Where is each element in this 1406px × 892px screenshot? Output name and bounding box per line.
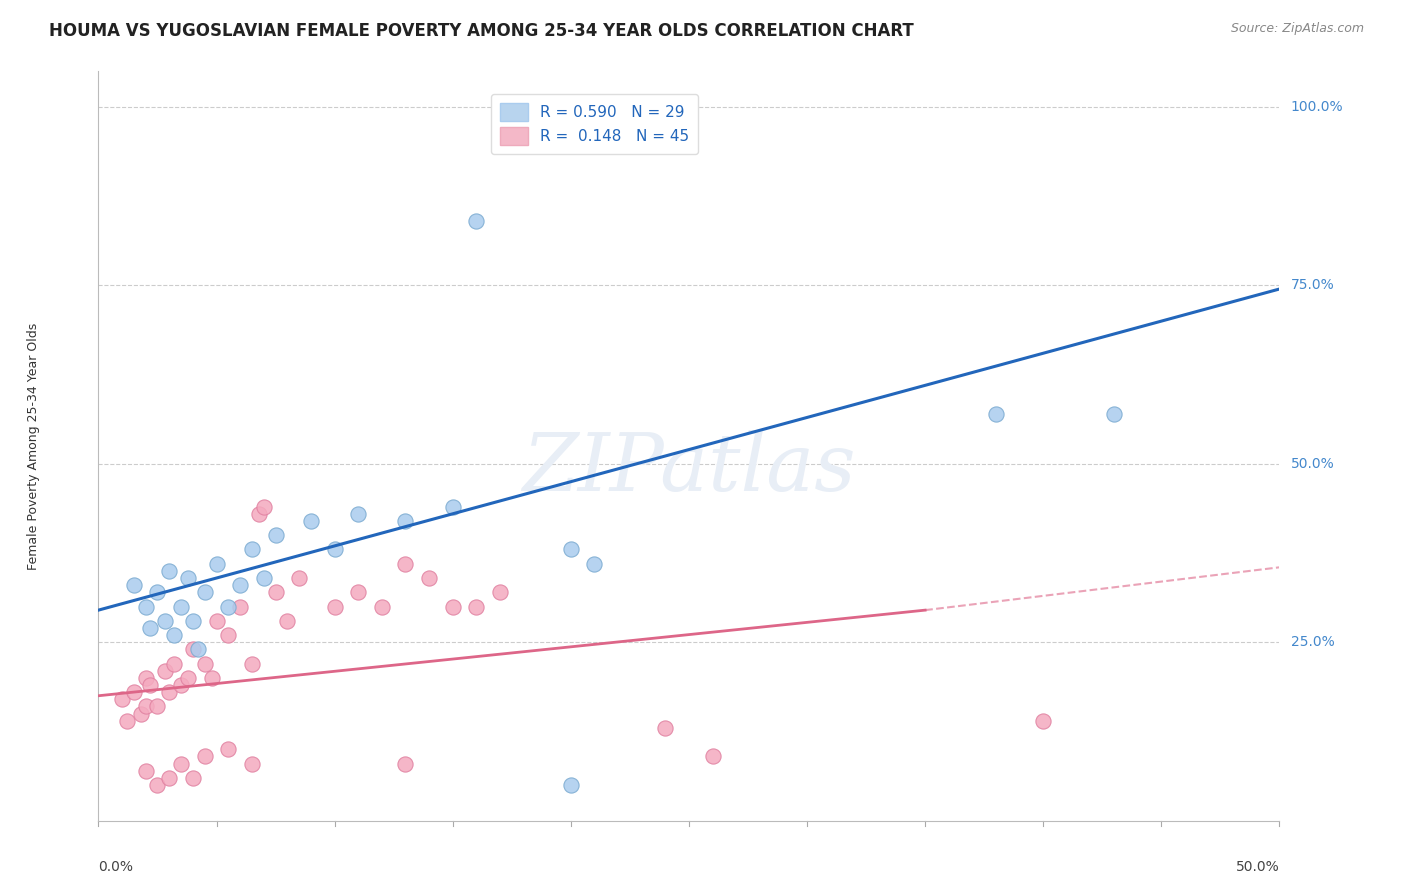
Point bbox=[153, 664, 176, 678]
Point bbox=[253, 571, 276, 585]
Point bbox=[139, 621, 162, 635]
Point bbox=[702, 749, 724, 764]
Text: HOUMA VS YUGOSLAVIAN FEMALE POVERTY AMONG 25-34 YEAR OLDS CORRELATION CHART: HOUMA VS YUGOSLAVIAN FEMALE POVERTY AMON… bbox=[49, 22, 914, 40]
Point bbox=[347, 507, 370, 521]
Point bbox=[194, 585, 217, 599]
Point bbox=[1102, 407, 1125, 421]
Text: 25.0%: 25.0% bbox=[1291, 635, 1334, 649]
Point bbox=[115, 714, 138, 728]
Point bbox=[347, 585, 370, 599]
Text: 50.0%: 50.0% bbox=[1291, 457, 1334, 471]
Point bbox=[187, 642, 209, 657]
Point bbox=[394, 756, 416, 771]
Point bbox=[129, 706, 152, 721]
Point bbox=[323, 599, 346, 614]
Text: 0.0%: 0.0% bbox=[98, 860, 134, 874]
Point bbox=[170, 599, 193, 614]
Point bbox=[122, 685, 145, 699]
Point bbox=[240, 657, 263, 671]
Point bbox=[229, 599, 252, 614]
Point bbox=[441, 599, 464, 614]
Point bbox=[157, 685, 180, 699]
Point bbox=[217, 628, 239, 642]
Point bbox=[371, 599, 394, 614]
Point bbox=[276, 614, 298, 628]
Point bbox=[264, 528, 287, 542]
Point bbox=[205, 557, 228, 571]
Point bbox=[465, 599, 488, 614]
Point bbox=[170, 756, 193, 771]
Legend: R = 0.590   N = 29, R =  0.148   N = 45: R = 0.590 N = 29, R = 0.148 N = 45 bbox=[491, 94, 697, 153]
Point bbox=[111, 692, 134, 706]
Point bbox=[253, 500, 276, 514]
Point bbox=[394, 557, 416, 571]
Point bbox=[583, 557, 606, 571]
Point bbox=[139, 678, 162, 692]
Point bbox=[146, 699, 169, 714]
Point bbox=[240, 756, 263, 771]
Point bbox=[560, 542, 582, 557]
Point bbox=[560, 778, 582, 792]
Point bbox=[163, 628, 186, 642]
Point bbox=[194, 749, 217, 764]
Point bbox=[146, 585, 169, 599]
Point bbox=[135, 599, 157, 614]
Point bbox=[201, 671, 224, 685]
Point bbox=[299, 514, 322, 528]
Point bbox=[177, 571, 200, 585]
Point bbox=[489, 585, 512, 599]
Point bbox=[288, 571, 311, 585]
Point bbox=[177, 671, 200, 685]
Point bbox=[181, 614, 204, 628]
Point bbox=[122, 578, 145, 592]
Point bbox=[418, 571, 440, 585]
Point bbox=[1032, 714, 1054, 728]
Point bbox=[181, 642, 204, 657]
Point bbox=[654, 721, 676, 735]
Point bbox=[247, 507, 270, 521]
Point bbox=[170, 678, 193, 692]
Point bbox=[194, 657, 217, 671]
Point bbox=[157, 564, 180, 578]
Point bbox=[205, 614, 228, 628]
Point bbox=[441, 500, 464, 514]
Point bbox=[153, 614, 176, 628]
Point bbox=[264, 585, 287, 599]
Point bbox=[217, 742, 239, 756]
Point bbox=[394, 514, 416, 528]
Text: 50.0%: 50.0% bbox=[1236, 860, 1279, 874]
Point bbox=[163, 657, 186, 671]
Point bbox=[146, 778, 169, 792]
Point bbox=[984, 407, 1007, 421]
Point bbox=[323, 542, 346, 557]
Point bbox=[135, 764, 157, 778]
Point bbox=[135, 699, 157, 714]
Text: 100.0%: 100.0% bbox=[1291, 100, 1343, 114]
Point bbox=[240, 542, 263, 557]
Point bbox=[157, 771, 180, 785]
Point bbox=[465, 214, 488, 228]
Point bbox=[181, 771, 204, 785]
Text: Source: ZipAtlas.com: Source: ZipAtlas.com bbox=[1230, 22, 1364, 36]
Text: ZIPatlas: ZIPatlas bbox=[522, 430, 856, 508]
Text: Female Poverty Among 25-34 Year Olds: Female Poverty Among 25-34 Year Olds bbox=[27, 322, 39, 570]
Text: 75.0%: 75.0% bbox=[1291, 278, 1334, 293]
Point bbox=[229, 578, 252, 592]
Point bbox=[135, 671, 157, 685]
Point bbox=[217, 599, 239, 614]
